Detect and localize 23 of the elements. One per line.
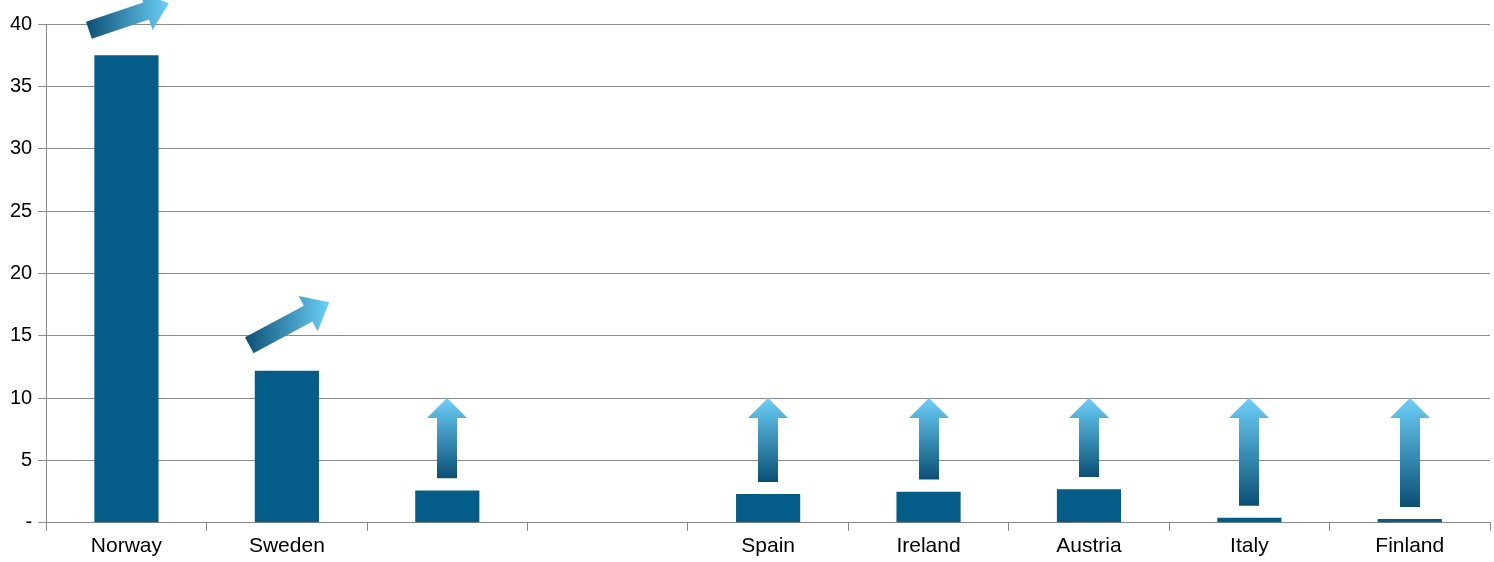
x-tick-label: Spain [741,533,795,557]
x-tick-label: Ireland [896,533,961,557]
bar [896,491,961,523]
x-tick-label: Sweden [248,533,325,557]
y-tick-label: 35 [10,73,33,96]
y-tick-label: 5 [21,447,33,470]
x-tick-label: Austria [1056,533,1122,557]
y-tick-label: 10 [10,385,33,408]
bar [1377,519,1442,523]
bar [1056,489,1122,523]
bar [94,55,159,523]
bar [415,490,480,523]
y-tick-label: 15 [10,323,33,346]
x-tick-label: Italy [1230,533,1270,557]
y-tick-label: - [25,510,33,533]
y-tick-label: 40 [10,11,33,34]
bar [736,494,801,523]
bar [254,370,319,523]
x-tick-label: Norway [90,533,163,557]
y-tick-label: 25 [10,198,33,221]
x-tick-label: Finland [1375,533,1445,557]
y-tick-label: 30 [10,136,33,159]
y-tick-label: 20 [10,260,33,283]
